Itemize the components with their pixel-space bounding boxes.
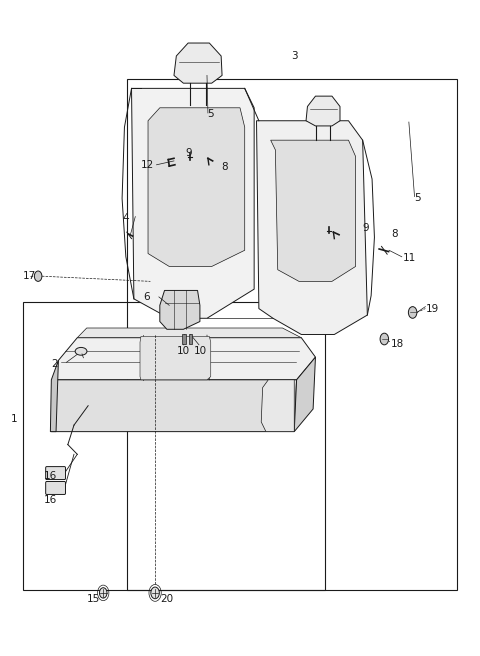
Polygon shape xyxy=(51,380,297,432)
Text: 6: 6 xyxy=(144,292,150,302)
Text: 5: 5 xyxy=(207,110,214,119)
Text: 9: 9 xyxy=(186,148,192,158)
Text: 2: 2 xyxy=(51,359,58,369)
Text: 17: 17 xyxy=(23,271,36,281)
Polygon shape xyxy=(271,140,356,281)
Circle shape xyxy=(99,588,107,598)
Polygon shape xyxy=(256,121,367,335)
Text: 1: 1 xyxy=(11,414,18,424)
Text: 8: 8 xyxy=(391,229,397,239)
Polygon shape xyxy=(140,337,211,380)
Circle shape xyxy=(151,587,159,599)
Text: 5: 5 xyxy=(415,194,421,203)
FancyBboxPatch shape xyxy=(46,482,65,495)
Text: 12: 12 xyxy=(141,160,154,170)
Polygon shape xyxy=(261,380,294,432)
Circle shape xyxy=(408,306,417,318)
Text: 4: 4 xyxy=(122,213,129,223)
Circle shape xyxy=(380,333,389,345)
Polygon shape xyxy=(132,89,254,318)
Polygon shape xyxy=(160,291,200,329)
Text: 3: 3 xyxy=(291,51,298,61)
Polygon shape xyxy=(54,338,315,380)
Polygon shape xyxy=(189,335,192,344)
Bar xyxy=(23,302,325,590)
Text: 11: 11 xyxy=(403,253,416,263)
Text: 9: 9 xyxy=(362,222,369,233)
Text: 18: 18 xyxy=(391,338,404,348)
Text: 10: 10 xyxy=(177,346,190,356)
Circle shape xyxy=(35,271,42,281)
Text: 10: 10 xyxy=(193,346,206,356)
Text: 16: 16 xyxy=(44,470,58,481)
Polygon shape xyxy=(148,108,245,266)
Text: 19: 19 xyxy=(426,304,440,314)
Text: 16: 16 xyxy=(44,495,58,504)
Text: 15: 15 xyxy=(87,594,100,604)
Polygon shape xyxy=(174,43,222,83)
Polygon shape xyxy=(182,335,186,344)
Polygon shape xyxy=(77,328,301,348)
Polygon shape xyxy=(50,360,59,432)
Text: 20: 20 xyxy=(160,594,173,604)
Bar xyxy=(127,79,457,590)
Text: 8: 8 xyxy=(221,163,228,173)
FancyBboxPatch shape xyxy=(46,466,65,480)
Ellipse shape xyxy=(75,348,87,355)
Polygon shape xyxy=(294,357,315,432)
Polygon shape xyxy=(306,96,340,126)
